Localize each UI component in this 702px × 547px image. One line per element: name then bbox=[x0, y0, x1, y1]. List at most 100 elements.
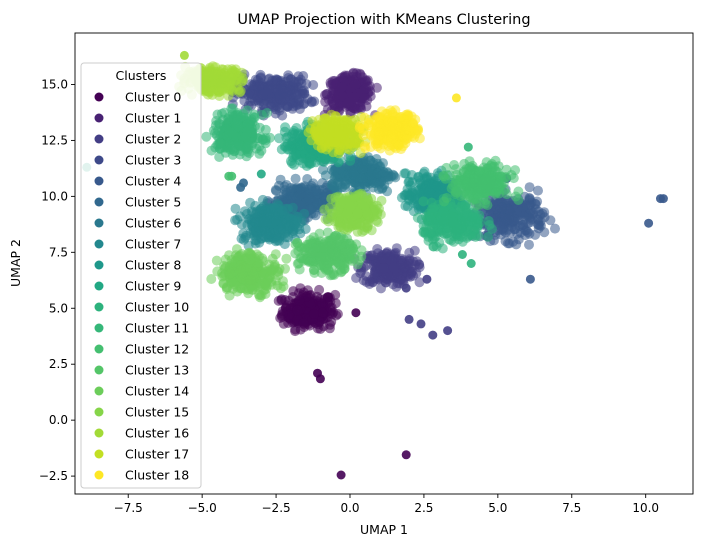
data-point bbox=[441, 162, 452, 173]
data-point bbox=[399, 168, 410, 179]
data-point bbox=[258, 217, 269, 228]
outlier-point bbox=[351, 308, 361, 318]
outlier-point bbox=[451, 93, 461, 103]
outlier-point bbox=[315, 374, 325, 384]
x-tick-label: −2.5 bbox=[262, 501, 291, 515]
data-point bbox=[317, 299, 328, 310]
data-point bbox=[384, 145, 395, 156]
data-point bbox=[272, 198, 283, 209]
data-point bbox=[259, 278, 270, 289]
x-axis: −7.5 −5.0 −2.5 0.0 2.5 5.0 7.5 10.0 bbox=[114, 494, 659, 515]
data-point bbox=[413, 172, 424, 183]
data-point bbox=[308, 80, 319, 90]
data-point bbox=[376, 106, 387, 117]
data-point bbox=[311, 185, 322, 196]
data-point bbox=[345, 201, 356, 212]
data-point bbox=[335, 222, 346, 233]
data-point bbox=[409, 123, 419, 134]
outlier-point bbox=[443, 326, 453, 336]
data-point bbox=[470, 230, 481, 241]
data-point bbox=[326, 212, 337, 223]
data-point bbox=[230, 203, 241, 214]
outlier-point bbox=[463, 142, 473, 152]
data-point bbox=[288, 286, 299, 297]
data-point bbox=[214, 86, 225, 97]
outlier-point bbox=[336, 470, 346, 480]
data-point bbox=[287, 202, 298, 213]
data-point bbox=[418, 196, 429, 207]
data-point bbox=[267, 75, 278, 86]
chart-title: UMAP Projection with KMeans Clustering bbox=[237, 12, 530, 28]
data-point bbox=[388, 262, 399, 273]
data-point bbox=[333, 157, 344, 168]
data-point bbox=[533, 223, 544, 234]
x-tick-label: −5.0 bbox=[188, 501, 217, 515]
data-point bbox=[496, 202, 507, 213]
data-point bbox=[457, 224, 467, 235]
data-point bbox=[212, 109, 223, 120]
data-point bbox=[354, 218, 365, 229]
outlier-point bbox=[401, 450, 411, 460]
data-point bbox=[224, 127, 235, 138]
data-point bbox=[295, 140, 306, 151]
data-point bbox=[524, 239, 534, 250]
data-point bbox=[307, 247, 318, 258]
data-point bbox=[337, 182, 348, 193]
data-point bbox=[474, 165, 485, 176]
series-cluster-7 bbox=[230, 194, 311, 251]
data-point bbox=[423, 235, 434, 246]
data-point bbox=[243, 90, 254, 101]
outlier-point bbox=[525, 274, 535, 284]
data-point bbox=[351, 273, 362, 283]
outlier-point bbox=[428, 330, 438, 340]
data-point bbox=[448, 217, 458, 227]
data-point bbox=[333, 148, 344, 159]
data-point bbox=[437, 243, 448, 254]
data-point bbox=[469, 173, 480, 184]
data-point bbox=[357, 163, 368, 174]
data-point bbox=[279, 92, 290, 103]
data-point bbox=[337, 193, 348, 204]
data-point bbox=[357, 198, 367, 209]
data-point bbox=[399, 125, 410, 136]
outlier-point bbox=[644, 218, 654, 228]
data-point bbox=[409, 195, 420, 206]
data-point bbox=[201, 79, 212, 89]
data-point bbox=[281, 253, 292, 264]
data-point bbox=[252, 257, 262, 268]
data-point bbox=[235, 265, 246, 276]
series-cluster-6 bbox=[317, 152, 401, 200]
data-point bbox=[330, 289, 341, 300]
data-point bbox=[359, 93, 370, 104]
data-point bbox=[382, 186, 393, 197]
outlier-point bbox=[401, 283, 411, 293]
data-point bbox=[426, 214, 437, 225]
data-point bbox=[323, 129, 334, 140]
data-point bbox=[273, 270, 284, 281]
series-cluster-14 bbox=[206, 244, 292, 303]
x-tick-label: 0.0 bbox=[340, 501, 359, 515]
data-point bbox=[244, 283, 255, 294]
data-point bbox=[403, 258, 414, 269]
series-cluster-1 bbox=[319, 67, 382, 121]
data-point bbox=[253, 81, 264, 92]
data-point bbox=[260, 133, 271, 144]
data-point bbox=[510, 191, 521, 202]
data-point bbox=[241, 209, 252, 219]
data-point bbox=[468, 193, 479, 204]
data-point bbox=[283, 232, 294, 243]
data-point bbox=[422, 171, 433, 182]
data-point bbox=[274, 133, 285, 144]
data-point bbox=[245, 275, 256, 286]
data-point bbox=[220, 147, 231, 158]
data-point bbox=[334, 234, 345, 245]
data-point bbox=[299, 98, 310, 109]
data-point bbox=[372, 168, 383, 179]
data-point bbox=[414, 259, 425, 270]
data-point bbox=[333, 257, 343, 268]
data-point bbox=[271, 215, 282, 226]
data-point bbox=[272, 280, 283, 291]
data-point bbox=[325, 319, 335, 330]
data-point bbox=[314, 284, 325, 295]
data-point bbox=[351, 239, 362, 250]
